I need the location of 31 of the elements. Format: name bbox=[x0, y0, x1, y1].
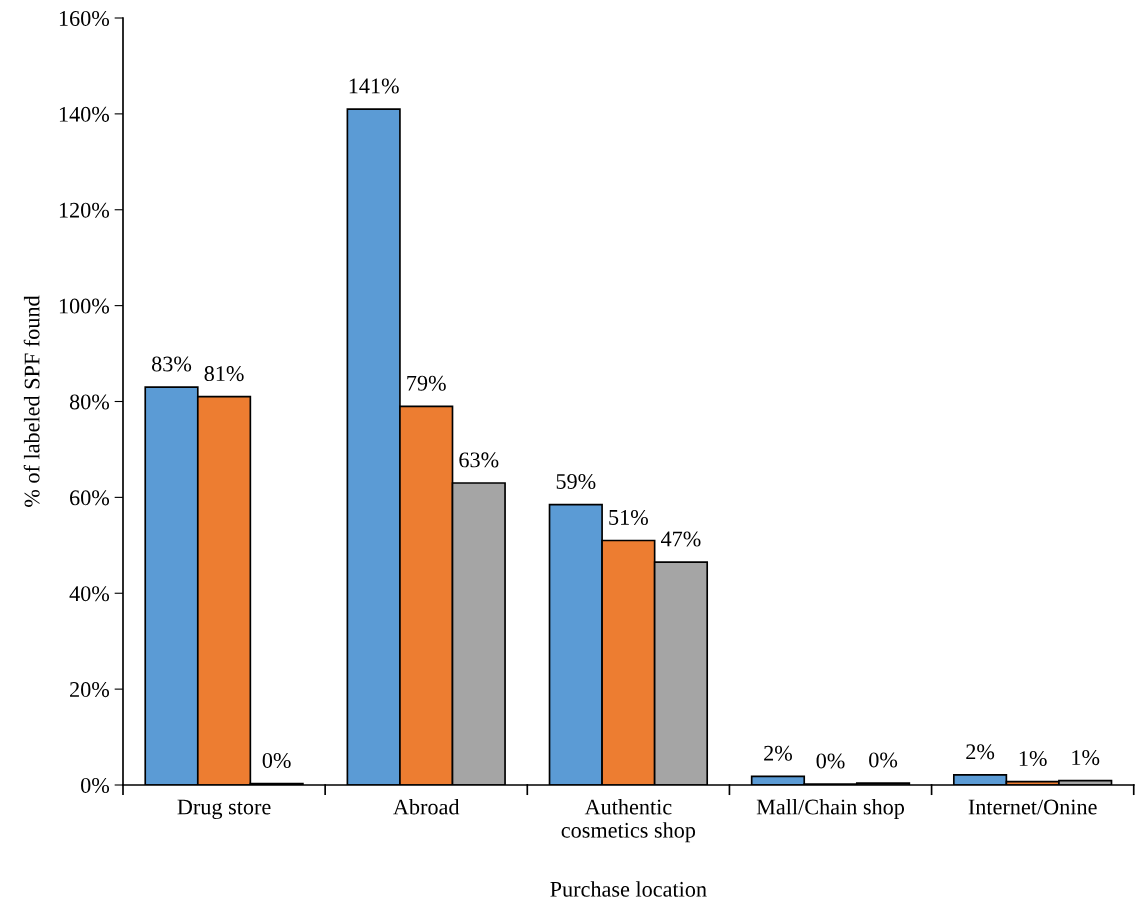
data-label: 0% bbox=[816, 753, 845, 769]
data-label: 47% bbox=[660, 531, 701, 547]
y-tick-label: 140% bbox=[59, 106, 110, 122]
x-tick-label: Abroad bbox=[393, 798, 460, 815]
y-tick-label: 40% bbox=[69, 586, 110, 602]
data-label: 2% bbox=[764, 745, 793, 761]
data-label: 51% bbox=[609, 509, 648, 525]
y-tick-label: 20% bbox=[70, 682, 110, 698]
data-label: 81% bbox=[204, 366, 244, 382]
data-label: 2% bbox=[966, 744, 995, 760]
y-tick-label: 60% bbox=[70, 490, 110, 506]
data-label: 1% bbox=[1072, 750, 1100, 766]
x-tick-label: Authentic cosmetics shop bbox=[561, 798, 696, 843]
y-tick-label: 0% bbox=[81, 777, 110, 793]
x-axis-title: Purchase location bbox=[550, 881, 707, 897]
data-label: 79% bbox=[407, 375, 446, 391]
y-tick-label: 100% bbox=[59, 298, 110, 314]
y-tick-label: 80% bbox=[69, 394, 110, 410]
data-label: 83% bbox=[152, 356, 192, 372]
data-label: 0% bbox=[262, 752, 291, 769]
data-label: 1% bbox=[1019, 751, 1047, 767]
x-tick-label: Internet/Onine bbox=[968, 799, 1097, 815]
data-label: 63% bbox=[459, 452, 499, 468]
y-axis-title: % of labeled SPF found bbox=[23, 295, 40, 507]
data-label: 0% bbox=[869, 752, 898, 768]
y-tick-label: 120% bbox=[59, 202, 110, 218]
y-tick-label: 160% bbox=[59, 10, 110, 26]
x-tick-label: Drug store bbox=[177, 799, 271, 820]
data-label: 141% bbox=[349, 78, 399, 94]
data-label: 59% bbox=[556, 473, 596, 490]
x-tick-label: Mall/Chain shop bbox=[756, 798, 905, 820]
